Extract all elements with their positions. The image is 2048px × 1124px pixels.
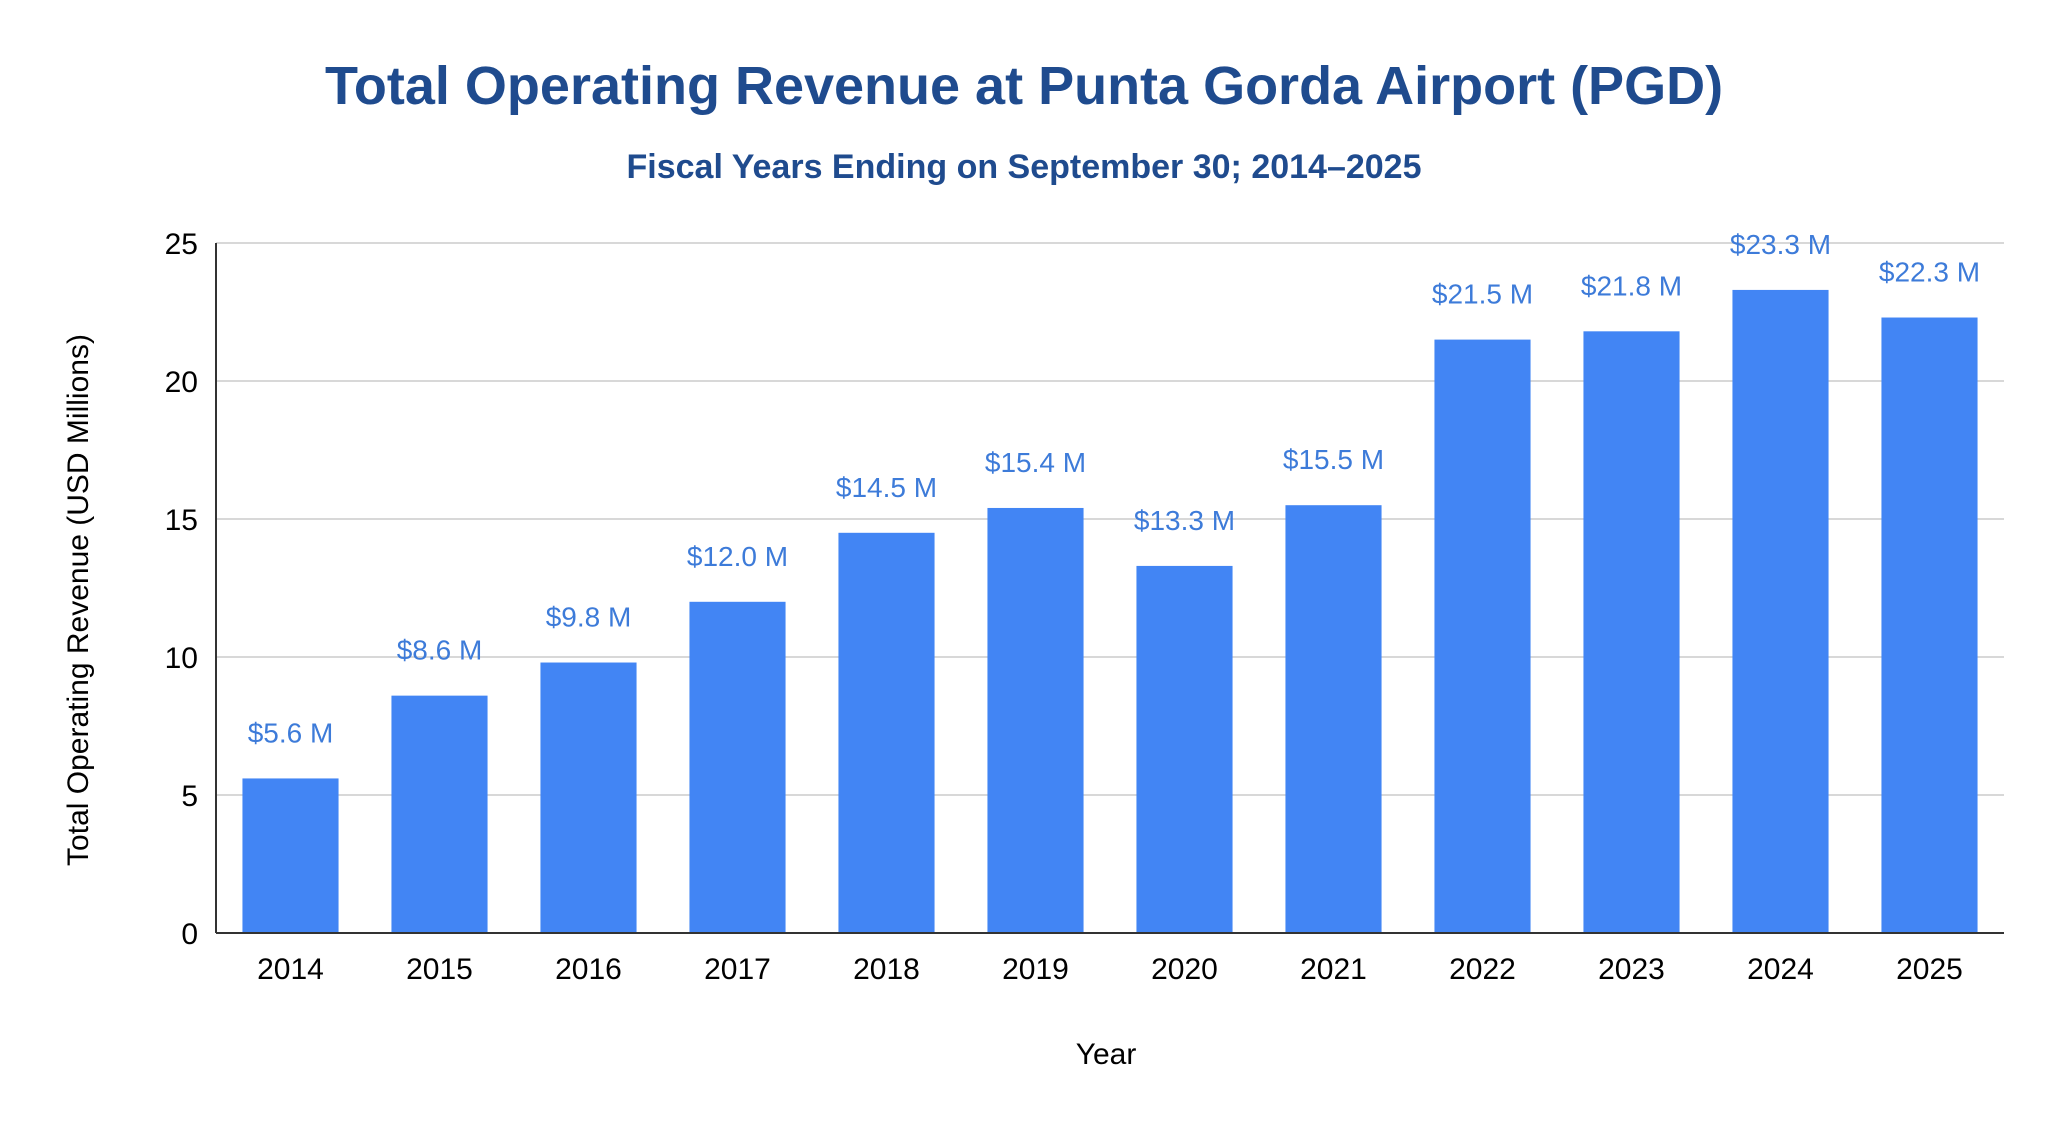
x-tick-label: 2018 [853,953,920,986]
data-label: $22.3 M [1879,257,1980,288]
bar-2015 [391,695,488,933]
x-tick-label: 2025 [1896,953,1963,986]
data-label: $5.6 M [248,717,334,748]
gridlines [216,242,2004,796]
data-label: $9.8 M [546,602,632,633]
bar-2023 [1583,331,1680,933]
x-axis-label: Year [1076,1038,1137,1071]
x-tick-label: 2022 [1449,953,1516,986]
y-tick-label: 0 [181,918,198,951]
data-label: $21.5 M [1432,279,1533,310]
bar-2021 [1285,505,1382,933]
y-tick-label: 20 [165,366,198,399]
y-tick-label: 5 [181,780,198,813]
bar-2025 [1881,317,1978,933]
bar-2014 [242,778,339,933]
data-label: $14.5 M [836,472,937,503]
bar-2020 [1136,565,1233,933]
bar-2024 [1732,289,1829,933]
x-tick-label: 2023 [1598,953,1665,986]
x-tick-label: 2015 [406,953,473,986]
chart-subtitle: Fiscal Years Ending on September 30; 201… [627,148,1422,186]
x-tick-label: 2020 [1151,953,1218,986]
data-label: $15.5 M [1283,444,1384,475]
bar-2022 [1434,339,1531,934]
axes: 0 5 10 15 20 25 [165,228,2004,951]
bar-2017 [689,601,786,933]
data-label: $21.8 M [1581,270,1682,301]
data-label: $13.3 M [1134,505,1235,536]
bar-2016 [540,662,637,933]
x-tick-label: 2017 [704,953,771,986]
y-axis-label: Total Operating Revenue (USD Millions) [62,334,95,866]
x-tick-label: 2021 [1300,953,1367,986]
x-tick-label: 2016 [555,953,622,986]
x-tick-label: 2024 [1747,953,1814,986]
y-tick-label: 25 [165,228,198,261]
y-tick-label: 15 [165,504,198,537]
chart-title: Total Operating Revenue at Punta Gorda A… [325,56,1723,116]
bar-2018 [838,532,935,933]
data-label: $8.6 M [397,635,483,666]
bar-2019 [987,507,1084,933]
x-tick-label: 2019 [1002,953,1069,986]
data-label: $15.4 M [985,447,1086,478]
data-label: $12.0 M [687,541,788,572]
y-tick-label: 10 [165,642,198,675]
data-label: $23.3 M [1730,229,1831,260]
x-tick-label: 2014 [257,953,324,986]
bars [242,289,1978,934]
data-labels: 2014 $5.6 M 2015 $8.6 M 2016 $9.8 M 2017 $12.0 … [248,229,1980,986]
